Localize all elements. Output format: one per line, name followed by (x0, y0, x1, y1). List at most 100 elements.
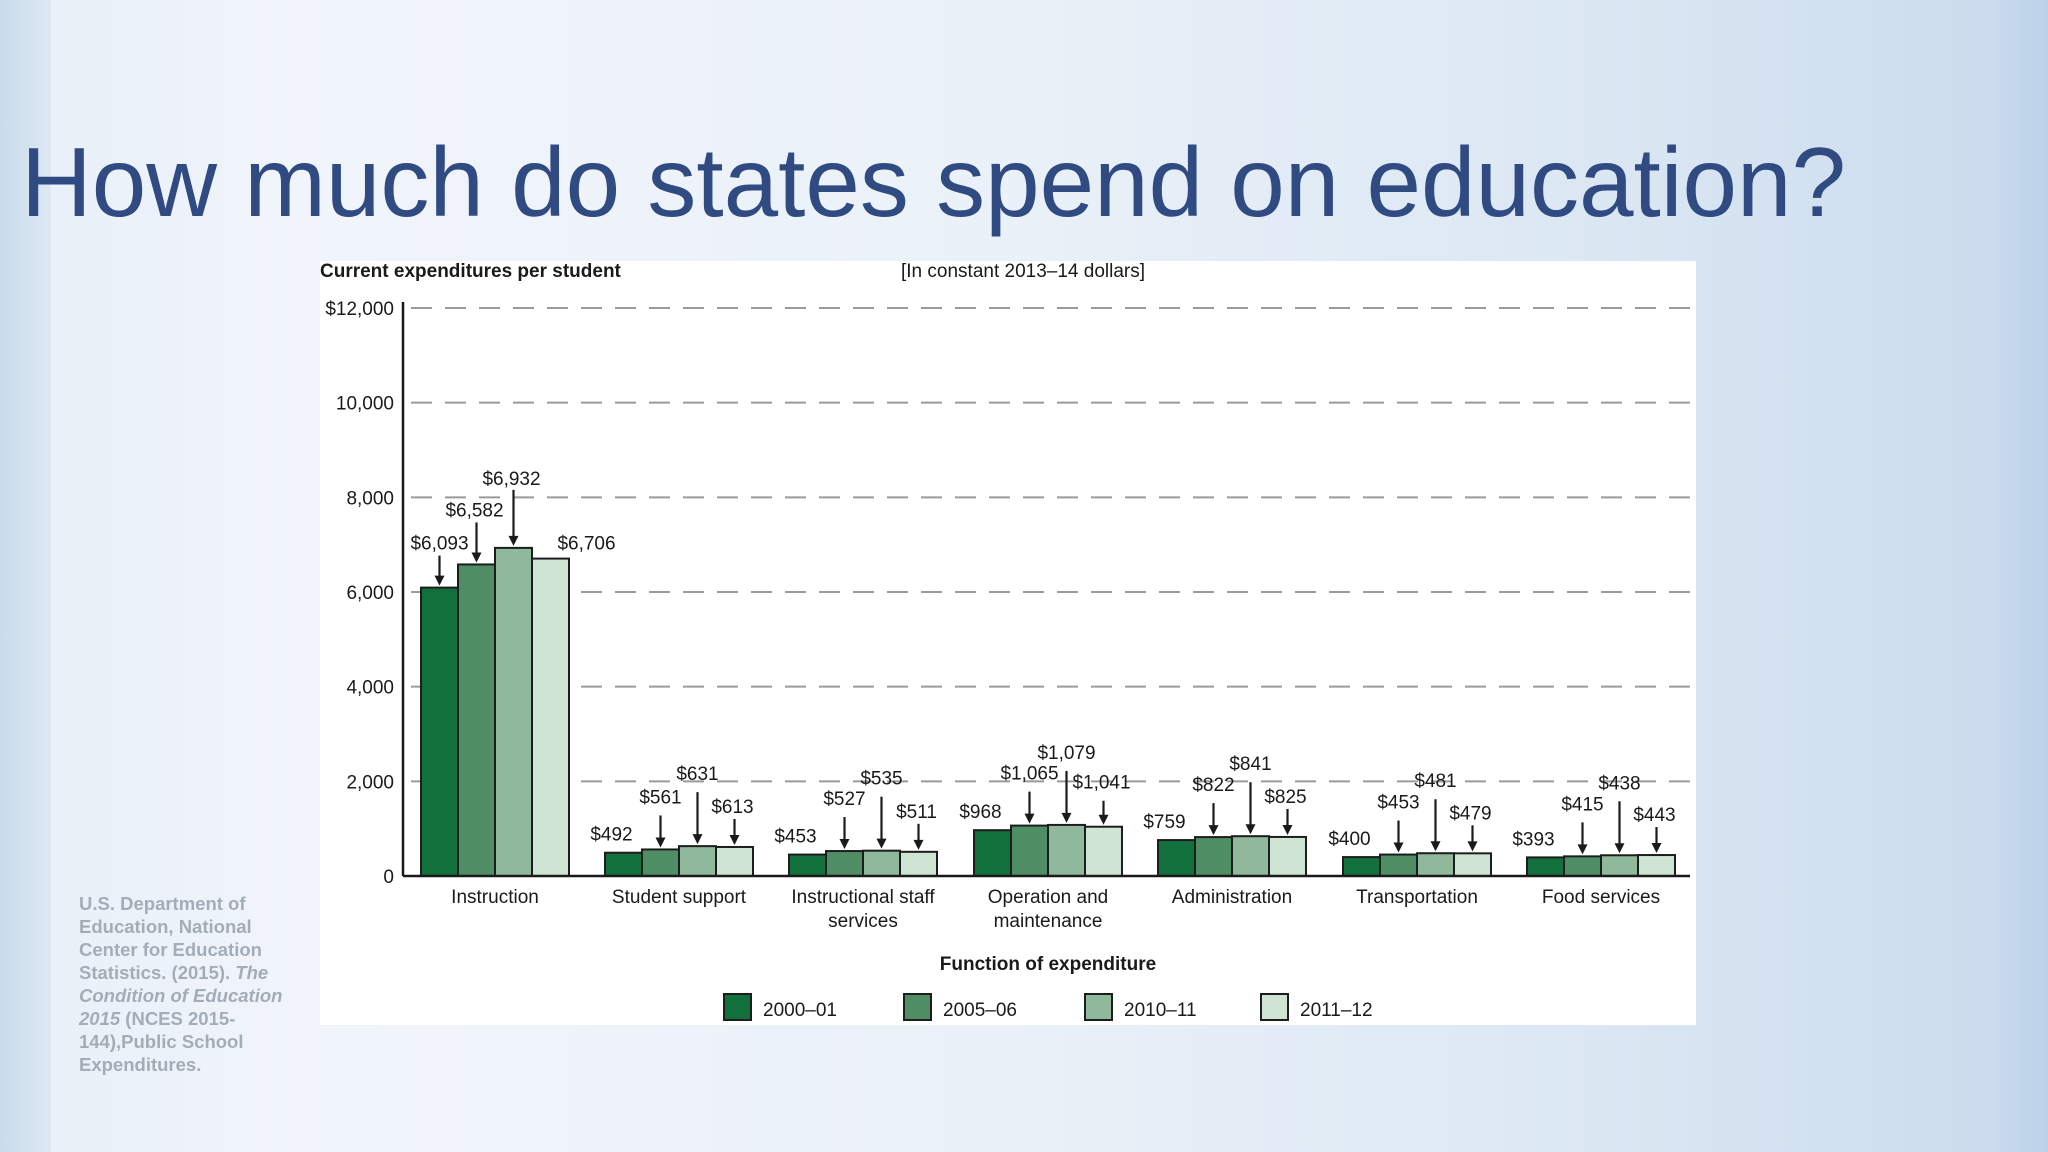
label-pointer-head (729, 834, 740, 845)
bar (825, 850, 864, 878)
data-label: $527 (823, 789, 865, 810)
data-label: $968 (959, 802, 1001, 823)
label-pointer-head (1098, 814, 1109, 825)
label-pointer-head (508, 535, 519, 546)
bar (641, 848, 680, 877)
data-label: $825 (1264, 787, 1306, 808)
x-category-label: services (828, 911, 898, 932)
legend-label: 2011–12 (1300, 1000, 1373, 1021)
label-pointer-head (1467, 841, 1478, 852)
bar (1453, 852, 1492, 877)
bar (973, 829, 1012, 878)
bar (788, 853, 827, 877)
label-pointer-head (1024, 813, 1035, 824)
label-pointer-head (1061, 812, 1072, 823)
data-label: $631 (676, 764, 718, 785)
legend-label: 2005–06 (943, 1000, 1017, 1021)
bar (862, 849, 901, 878)
data-label: $481 (1414, 771, 1456, 792)
y-tick-label: 8,000 (346, 488, 394, 509)
label-pointer-head (1651, 843, 1662, 854)
x-category-label: Transportation (1356, 887, 1478, 908)
data-label: $561 (639, 787, 681, 808)
bar (1047, 823, 1086, 877)
data-label: $6,582 (445, 500, 503, 521)
y-tick-label: 0 (383, 867, 394, 888)
x-category-label: Instruction (451, 887, 539, 908)
data-label: $453 (774, 827, 816, 848)
data-label: $1,065 (1000, 764, 1058, 785)
label-pointer-head (1245, 824, 1256, 835)
label-pointer-head (1430, 841, 1441, 852)
bar (1268, 835, 1307, 878)
legend-label: 2000–01 (763, 1000, 837, 1021)
bar (1526, 856, 1565, 878)
label-pointer-head (1393, 842, 1404, 853)
data-label: $6,932 (482, 469, 540, 490)
data-label: $479 (1449, 803, 1491, 824)
legend-swatch (1260, 993, 1289, 1021)
bar (494, 546, 533, 877)
label-pointer-head (1577, 844, 1588, 855)
x-category-label: Operation and (988, 887, 1108, 908)
y-tick-label: 4,000 (346, 678, 394, 699)
bar (1342, 856, 1381, 877)
data-labels: $6,093 $6,582 $6,932 $6,706 $492 $561$631 $613… (410, 469, 1676, 855)
data-label: $400 (1328, 829, 1370, 850)
bar (1157, 839, 1196, 877)
data-label: $393 (1512, 829, 1554, 850)
x-category-label: maintenance (994, 911, 1103, 932)
data-label: $443 (1633, 805, 1675, 826)
bar (678, 845, 717, 878)
bar (457, 563, 496, 877)
label-pointer-head (471, 552, 482, 563)
label-pointer-head (913, 839, 924, 850)
slide-edge-right (1997, 0, 2048, 1152)
label-pointer-head (692, 834, 703, 845)
data-label: $6,706 (557, 534, 615, 555)
y-tick-label: $12,000 (325, 299, 394, 320)
bar (1600, 854, 1639, 878)
label-pointer-head (839, 839, 850, 850)
slide-title: How much do states spend on education? (21, 127, 1847, 237)
x-category-label: Student support (612, 887, 747, 908)
data-label: $822 (1192, 775, 1234, 796)
data-label: $453 (1377, 793, 1419, 814)
chart-panel: Current expenditures per student [In con… (320, 261, 1696, 1025)
citation: U.S. Department of Education, National C… (79, 892, 309, 1076)
axes: 0 2,000 4,000 6,000 8,000 10,000 $12,000 Instru… (325, 299, 1690, 932)
data-label: $6,093 (410, 534, 468, 555)
data-label: $841 (1229, 754, 1271, 775)
citation-title: The Condition of Education 2015 (79, 962, 283, 1029)
legend-swatch (723, 993, 752, 1021)
chart-note: [In constant 2013–14 dollars] (901, 261, 1145, 282)
bar (1084, 825, 1123, 878)
y-tick-label: 2,000 (346, 772, 394, 793)
bar (1637, 854, 1676, 877)
citation-text-end: (NCES 2015-144),Public School Expenditur… (79, 1008, 244, 1075)
data-label: $535 (860, 769, 902, 790)
y-tick-label: 6,000 (346, 583, 394, 604)
bar (1194, 836, 1233, 877)
label-pointer-head (655, 837, 666, 848)
x-category-label: Food services (1542, 887, 1660, 908)
citation-text: U.S. Department of Education, National C… (79, 893, 262, 983)
data-label: $415 (1561, 794, 1603, 815)
bar-chart: Current expenditures per student [In con… (320, 261, 1690, 1021)
y-tick-label: 10,000 (336, 394, 394, 415)
bar (1416, 852, 1455, 877)
x-category-label: Instructional staff (791, 887, 935, 908)
data-label: $759 (1143, 812, 1185, 833)
slide-edge-left (0, 0, 51, 1152)
bar (420, 586, 459, 877)
bar (531, 557, 570, 877)
bar (899, 850, 938, 878)
bar (1379, 853, 1418, 877)
label-pointer-head (1282, 824, 1293, 835)
x-axis-title: Function of expenditure (940, 954, 1156, 975)
data-label: $438 (1598, 773, 1640, 794)
legend: 2000–01 2005–06 2010–11 2011–12 (723, 993, 1373, 1021)
label-pointer-head (1614, 843, 1625, 854)
legend-swatch (903, 993, 932, 1021)
data-label: $1,041 (1072, 773, 1130, 794)
